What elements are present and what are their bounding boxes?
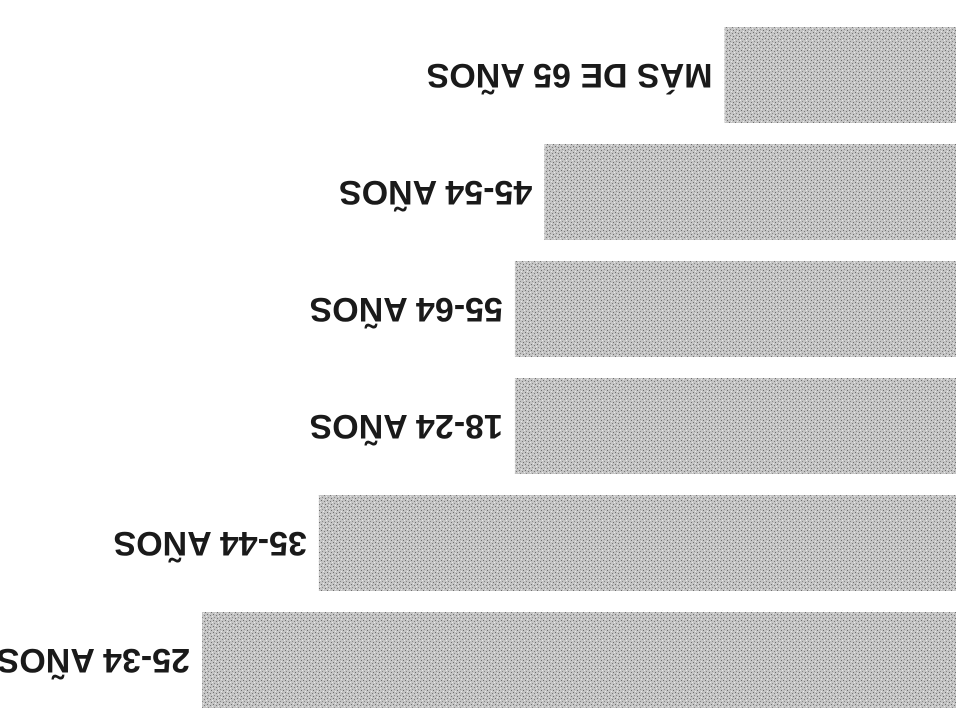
category-label-3: 18-24 AÑOS (310, 407, 503, 445)
category-label-4: 55-64 AÑOS (310, 290, 503, 328)
bar-6 (724, 27, 956, 123)
bar-1 (202, 612, 956, 708)
bar-2 (318, 495, 956, 591)
category-label-5: 45-54 AÑOS (339, 173, 532, 211)
category-label-1: 25-34 AÑOS (0, 641, 190, 679)
bar-4 (514, 261, 956, 357)
bar-3 (514, 378, 956, 474)
category-label-2: 35-44 AÑOS (113, 524, 306, 562)
bar-5 (544, 144, 956, 240)
category-label-6: MÁS DE 65 AÑOS (427, 56, 713, 94)
